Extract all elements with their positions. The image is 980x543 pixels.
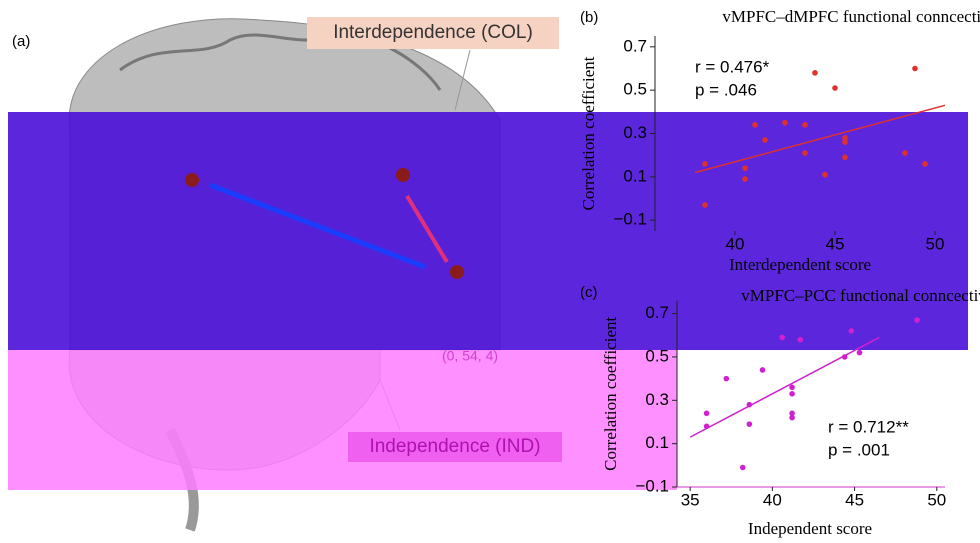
point (902, 150, 908, 156)
point (702, 202, 708, 208)
point (762, 137, 768, 143)
label-ind: Independence (IND) (369, 436, 540, 457)
point (914, 317, 920, 323)
node (450, 265, 464, 279)
x-tick-label: 50 (926, 234, 945, 253)
node (185, 173, 199, 187)
overlay-purple (8, 112, 968, 350)
x-tick-label: 45 (845, 490, 864, 509)
y-tick-label: 0.3 (623, 123, 647, 142)
point (842, 155, 848, 161)
point (802, 122, 808, 128)
point (912, 66, 918, 72)
y-axis-label: Correlation coefficient (601, 317, 620, 471)
point (747, 402, 753, 408)
point (812, 70, 818, 76)
panel-label: (a) (12, 33, 30, 50)
x-tick-label: 50 (927, 490, 946, 509)
point (704, 424, 710, 430)
overlay-pink (8, 350, 677, 490)
x-axis-label: Interdependent score (729, 255, 871, 274)
y-tick-label: 0.3 (645, 390, 669, 409)
point (802, 150, 808, 156)
point (857, 350, 863, 356)
point (742, 176, 748, 182)
figure: (a) Interdependence (COL) Independence (… (0, 0, 980, 543)
point (779, 335, 785, 341)
node (396, 168, 410, 182)
y-axis-label: Correlation coefficient (579, 56, 598, 210)
point (842, 139, 848, 145)
panel-label: (c) (580, 284, 598, 301)
x-tick-label: 40 (726, 234, 745, 253)
y-tick-label: 0.5 (645, 346, 669, 365)
point (724, 376, 730, 382)
point (702, 161, 708, 167)
label-col: Interdependence (COL) (333, 22, 533, 43)
point (789, 391, 795, 397)
y-tick-label: 0.1 (623, 166, 647, 185)
point (848, 328, 854, 334)
stat-p: p = .001 (828, 440, 890, 459)
point (822, 172, 828, 178)
panel-label: (b) (580, 9, 598, 26)
point (798, 337, 804, 343)
point (742, 165, 748, 171)
y-tick-label: 0.7 (645, 303, 669, 322)
point (842, 354, 848, 360)
y-tick-label: −0.1 (613, 210, 647, 229)
x-tick-label: 40 (763, 490, 782, 509)
chart-title: vMPFC–dMPFC functional conncectivity (722, 7, 980, 26)
x-tick-label: 35 (681, 490, 700, 509)
point (782, 120, 788, 126)
y-tick-label: 0.5 (623, 80, 647, 99)
point (832, 85, 838, 91)
point (760, 367, 766, 373)
stat-p: p = .046 (695, 80, 757, 99)
point (789, 415, 795, 421)
point (789, 384, 795, 390)
x-tick-label: 45 (826, 234, 845, 253)
point (922, 161, 928, 167)
point (704, 411, 710, 417)
y-tick-label: −0.1 (635, 476, 669, 495)
point (747, 421, 753, 427)
y-tick-label: 0.1 (645, 433, 669, 452)
point (752, 122, 758, 128)
x-axis-label: Independent score (748, 519, 872, 538)
chart-title: vMPFC–PCC functional conncectivity (741, 286, 980, 305)
y-tick-label: 0.7 (623, 36, 647, 55)
stat-r: r = 0.712** (828, 417, 909, 436)
coords: (0, 54, 4) (442, 348, 498, 364)
point (740, 465, 746, 471)
stat-r: r = 0.476* (695, 57, 770, 76)
